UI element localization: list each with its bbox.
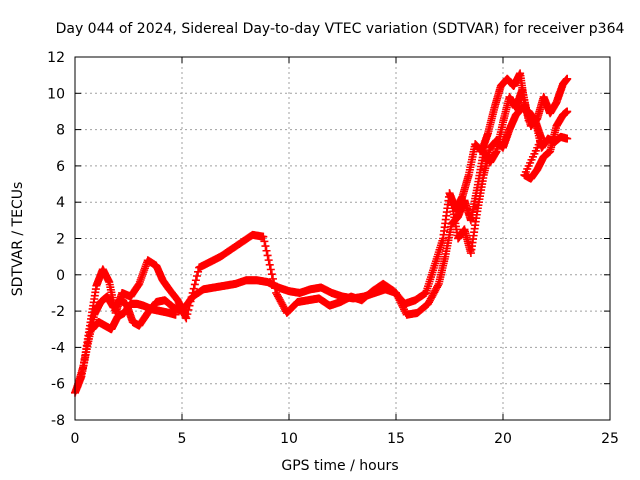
data-point	[266, 265, 275, 274]
sdtvar-track-main	[71, 85, 572, 397]
data-point	[264, 256, 273, 265]
axis-ticks: 0 5 10 15 20 25 -8 -6 -4 -2 0 2 4 6 8 10 12	[47, 50, 619, 447]
data-point	[194, 267, 203, 276]
data-point	[192, 272, 201, 281]
data-point	[183, 310, 192, 319]
y-tick-label: 10	[47, 86, 65, 102]
y-tick-label: 6	[56, 159, 65, 175]
sdtvar-track-tertiary	[88, 103, 572, 334]
data-point	[189, 284, 198, 293]
chart-title: Day 044 of 2024, Sidereal Day-to-day VTE…	[56, 21, 625, 37]
y-tick-label: -6	[51, 377, 65, 393]
data-point	[260, 237, 269, 246]
data-point	[563, 107, 572, 116]
y-tick-label: 2	[56, 232, 65, 248]
x-tick-label: 5	[178, 431, 187, 447]
data-point	[433, 281, 442, 290]
data-point	[263, 251, 272, 260]
x-tick-label: 10	[280, 431, 298, 447]
y-tick-label: -2	[51, 304, 65, 320]
data-point	[171, 310, 180, 319]
data-point	[261, 242, 270, 251]
y-tick-label: -4	[51, 340, 65, 356]
x-tick-label: 15	[387, 431, 405, 447]
data-point	[187, 293, 196, 302]
y-tick-label: 12	[47, 50, 65, 66]
x-tick-label: 0	[71, 431, 80, 447]
data-point	[268, 274, 277, 283]
data-point	[188, 288, 197, 297]
data-point	[190, 280, 199, 289]
data-point	[182, 314, 191, 323]
data-point	[186, 297, 195, 306]
data-point	[563, 74, 572, 83]
data-point	[259, 232, 268, 241]
y-tick-label: -8	[51, 413, 65, 429]
sdtvar-track-secondary	[73, 69, 572, 392]
data-point	[271, 284, 280, 293]
plot-frame	[74, 56, 611, 421]
x-axis-label: GPS time / hours	[281, 458, 398, 474]
y-tick-label: 4	[56, 195, 65, 211]
data-point	[267, 270, 276, 279]
data-point	[184, 305, 193, 314]
y-tick-label: 8	[56, 123, 65, 139]
x-tick-label: 20	[494, 431, 512, 447]
data-point	[265, 260, 274, 269]
data-point	[185, 301, 194, 310]
y-axis-label: SDTVAR / TECUs	[10, 182, 26, 297]
data-point	[270, 279, 279, 288]
x-tick-label: 25	[601, 431, 619, 447]
data-point	[563, 134, 572, 143]
data-point	[262, 246, 271, 255]
data-point	[191, 276, 200, 285]
data-series	[71, 69, 572, 397]
y-tick-label: 0	[56, 268, 65, 284]
